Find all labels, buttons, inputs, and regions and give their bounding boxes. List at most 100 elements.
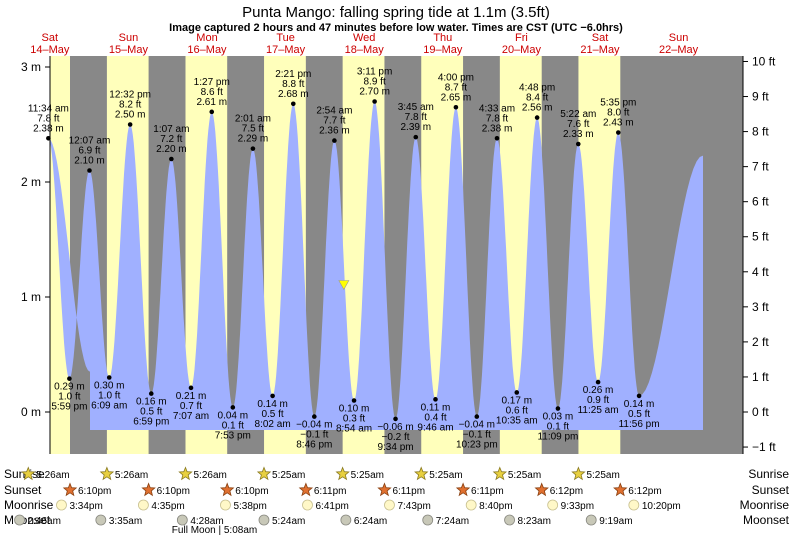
sunrise-icon (571, 466, 586, 481)
high-tide-point (250, 146, 256, 151)
tide-label-m: −0.04 m (459, 420, 495, 431)
moonset-time: 7:24am (436, 516, 469, 527)
tide-label-ft: 7.8 ft (37, 113, 59, 124)
sunrise-icon (492, 466, 508, 481)
moonrise-icon (465, 499, 477, 511)
tide-label-m: 2.56 m (522, 103, 553, 114)
tide-label-time: 3:11 pm (357, 67, 392, 78)
tide-label-time: 10:35 am (496, 415, 538, 426)
tide-label-m: −0.04 m (296, 420, 332, 431)
astro-row-label-left: Sunset (4, 483, 42, 497)
tide-label-time: 12:07 am (69, 136, 111, 147)
sunset-icon (613, 482, 628, 497)
sunset-icon (534, 482, 549, 497)
moonrise-icon (138, 499, 149, 511)
astro-table: SunriseSunriseSunsetSunsetMoonriseMoonri… (4, 466, 790, 536)
high-tide-point (290, 101, 296, 107)
high-tide-point (615, 130, 621, 135)
moonrise-time: 5:38pm (233, 501, 266, 512)
moonrise-time: 8:40pm (479, 501, 512, 512)
tide-label-ft: 7.5 ft (242, 124, 264, 135)
tide-label-m: 0.29 m (54, 382, 85, 393)
tide-label-ft: 0.5 ft (261, 409, 283, 420)
sunset-time: 6:10pm (78, 486, 111, 497)
moonset-time: 5:24am (272, 516, 305, 527)
tide-label-time: 11:25 am (578, 405, 619, 416)
tide-label-time: 9:34 pm (377, 442, 413, 453)
sunset-icon (141, 482, 156, 497)
right-tick-label: 7 ft (752, 160, 769, 174)
tide-label-ft: 8.8 ft (282, 79, 304, 90)
tide-label-time: 8:02 am (255, 419, 291, 430)
date-label: 17–May (266, 44, 306, 56)
tide-label-m: 0.30 m (94, 381, 125, 392)
tide-label-ft: 7.8 ft (486, 113, 508, 124)
date-label: 15–May (109, 44, 149, 56)
tide-label-ft: 8.6 ft (201, 87, 223, 98)
moonset-icon (422, 514, 434, 526)
tide-label-m: 0.04 m (218, 410, 249, 421)
tide-label-time: 9:46 am (417, 422, 453, 433)
tide-label-ft: 0.4 ft (424, 412, 446, 423)
moonset-time: 2:46am (28, 516, 61, 527)
tide-label-m: 2.43 m (603, 118, 634, 129)
tide-label-time: 8:54 am (336, 424, 372, 435)
sunrise-time: 5:26am (193, 470, 226, 481)
right-tick-label: 4 ft (752, 265, 769, 279)
sunrise-icon (335, 466, 350, 481)
day-of-week-label: Sun (119, 32, 139, 44)
tide-label-m: 0.21 m (176, 391, 207, 402)
left-tick-label: 0 m (21, 405, 41, 419)
high-tide-point (372, 99, 377, 104)
tide-label-time: 10:23 pm (456, 440, 498, 451)
tide-label-ft: 0.6 ft (506, 405, 528, 416)
low-tide-point (67, 376, 72, 381)
moonrise-time: 9:33pm (561, 501, 594, 512)
low-tide-point (270, 393, 275, 399)
tide-label-m: 0.03 m (543, 412, 574, 423)
chart-subtitle: Image captured 2 hours and 47 minutes be… (169, 22, 623, 34)
tide-label-m: 0.10 m (339, 404, 370, 415)
day-of-week-label: Mon (196, 32, 217, 44)
moonset-icon (14, 514, 25, 526)
date-label: 20–May (502, 44, 542, 56)
day-of-week-label: Sun (669, 32, 689, 44)
tide-label-time: 11:09 pm (537, 432, 578, 443)
tide-label-ft: 0.5 ft (140, 407, 162, 418)
right-tick-label: 6 ft (752, 195, 769, 209)
day-of-week-label: Fri (515, 32, 528, 44)
tide-label-m: 2.38 m (482, 123, 513, 134)
moonrise-icon (56, 499, 67, 511)
low-tide-point (312, 414, 317, 419)
date-label: 14–May (30, 44, 70, 56)
low-tide-point (106, 375, 112, 380)
sunset-icon (377, 482, 392, 497)
right-tick-label: −1 ft (752, 440, 776, 454)
right-tick-label: 5 ft (752, 230, 769, 244)
right-tick-label: 8 ft (752, 125, 769, 139)
sunset-time: 6:10pm (235, 486, 268, 497)
tide-label-time: 1:07 am (153, 124, 189, 135)
tide-label-ft: 8.4 ft (526, 93, 548, 104)
day-of-week-label: Wed (353, 32, 375, 44)
tide-label-time: 4:00 pm (438, 72, 474, 83)
high-tide-point (87, 168, 92, 173)
moonrise-time: 4:35pm (151, 501, 184, 512)
moonrise-icon (547, 499, 559, 511)
moonrise-icon (384, 499, 395, 511)
sunrise-time: 5:25am (351, 470, 384, 481)
low-tide-point (595, 379, 601, 385)
tide-label-ft: 1.0 ft (58, 392, 80, 403)
date-label: 16–May (187, 44, 227, 56)
sunset-time: 6:11pm (314, 486, 347, 497)
tide-label-m: 0.14 m (257, 399, 288, 410)
date-label: 18–May (345, 44, 385, 56)
right-tick-label: 10 ft (752, 54, 776, 68)
moonset-icon (95, 514, 107, 526)
day-of-week-label: Sat (592, 32, 609, 44)
right-tick-label: 9 ft (752, 90, 769, 104)
tide-label-m: 0.17 m (501, 395, 532, 406)
high-tide-point (575, 141, 581, 147)
moonset-icon (258, 514, 270, 526)
